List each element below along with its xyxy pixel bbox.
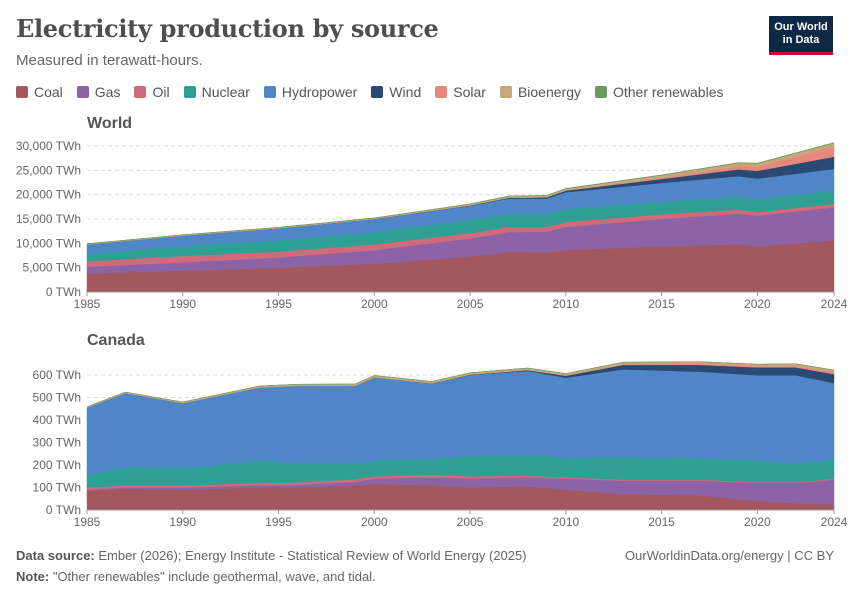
x-tick-label: 2020 bbox=[744, 297, 771, 311]
x-tick-label: 2024 bbox=[821, 515, 848, 529]
x-tick-label: 2005 bbox=[457, 515, 484, 529]
panel-world: World 0 TWh 5,000 TWh 10,000 TWh 15,000 TWh 2… bbox=[16, 115, 848, 311]
legend-swatch bbox=[134, 86, 147, 98]
x-tick-label: 2000 bbox=[361, 515, 388, 529]
y-tick-label: 25,000 TWh bbox=[16, 163, 81, 177]
data-source: Data source: Ember (2026); Energy Instit… bbox=[16, 548, 527, 563]
x-tick-label: 1985 bbox=[74, 515, 101, 529]
credit-link[interactable]: OurWorldinData.org/energy | CC BY bbox=[624, 548, 834, 563]
legend-item-nuclear[interactable]: Nuclear bbox=[183, 84, 250, 100]
legend-swatch bbox=[16, 86, 28, 98]
legend-label: Coal bbox=[34, 84, 63, 100]
legend-label: Gas bbox=[94, 84, 121, 100]
panel-title: Canada bbox=[87, 332, 145, 349]
x-tick-label: 2010 bbox=[552, 297, 579, 311]
y-tick-label: 600 TWh bbox=[33, 368, 81, 382]
legend-label: Nuclear bbox=[201, 84, 250, 100]
owid-logo[interactable]: Our World in Data bbox=[769, 16, 833, 55]
legend-label: Solar bbox=[453, 84, 486, 100]
y-tick-label: 5,000 TWh bbox=[23, 261, 81, 275]
legend-item-coal[interactable]: Coal bbox=[16, 84, 63, 100]
chart-subtitle: Measured in terawatt-hours. bbox=[16, 52, 203, 69]
x-tick-label: 1990 bbox=[169, 297, 196, 311]
legend: Coal Gas Oil Nuclear Hydropower Wind Sol… bbox=[16, 84, 738, 100]
y-tick-label: 200 TWh bbox=[33, 458, 81, 472]
legend-item-other-renewables[interactable]: Other renewables bbox=[594, 84, 724, 100]
y-tick-label: 100 TWh bbox=[33, 481, 81, 495]
legend-label: Oil bbox=[152, 84, 170, 100]
x-tick-label: 1990 bbox=[169, 515, 196, 529]
area-other-renewables bbox=[86, 361, 835, 408]
legend-swatch bbox=[183, 86, 196, 98]
x-tick-label: 1995 bbox=[265, 515, 292, 529]
legend-swatch bbox=[435, 86, 448, 98]
x-tick-label: 2024 bbox=[821, 297, 848, 311]
logo-line-1: Our World bbox=[774, 21, 828, 33]
legend-item-bioenergy[interactable]: Bioenergy bbox=[499, 84, 581, 100]
chart-title: Electricity production by source bbox=[16, 14, 439, 43]
x-tick-label: 1985 bbox=[74, 297, 101, 311]
x-tick-label: 2015 bbox=[648, 297, 675, 311]
y-tick-label: 10,000 TWh bbox=[16, 236, 81, 250]
legend-item-oil[interactable]: Oil bbox=[134, 84, 170, 100]
x-tick-label: 2020 bbox=[744, 515, 771, 529]
x-tick-label: 2015 bbox=[648, 515, 675, 529]
y-tick-label: 0 TWh bbox=[46, 285, 81, 299]
legend-label: Wind bbox=[389, 84, 422, 100]
panel-canada: Canada 0 TWh 100 TWh 200 TWh 300 TWh 400 TWh 5… bbox=[33, 332, 848, 529]
note-text: "Other renewables" include geothermal, w… bbox=[49, 569, 376, 584]
legend-label: Bioenergy bbox=[517, 84, 581, 100]
legend-label: Hydropower bbox=[281, 84, 358, 100]
legend-swatch bbox=[263, 86, 276, 98]
legend-swatch bbox=[594, 86, 607, 98]
panel-title: World bbox=[87, 115, 132, 132]
legend-swatch bbox=[76, 86, 89, 98]
x-tick-label: 1995 bbox=[265, 297, 292, 311]
y-tick-label: 30,000 TWh bbox=[16, 139, 81, 153]
y-tick-label: 20,000 TWh bbox=[16, 188, 81, 202]
x-tick-label: 2000 bbox=[361, 297, 388, 311]
y-tick-label: 15,000 TWh bbox=[16, 212, 81, 226]
y-tick-label: 0 TWh bbox=[46, 503, 81, 517]
chart-note: Note: "Other renewables" include geother… bbox=[16, 569, 376, 584]
logo-line-2: in Data bbox=[782, 34, 820, 46]
y-tick-label: 300 TWh bbox=[33, 436, 81, 450]
note-label: Note: bbox=[16, 569, 50, 584]
charts-canvas: World 0 TWh 5,000 TWh 10,000 TWh 15,000 TWh 2… bbox=[16, 115, 848, 529]
legend-swatch bbox=[371, 86, 384, 98]
data-source-label: Data source: bbox=[16, 548, 95, 563]
legend-item-gas[interactable]: Gas bbox=[76, 84, 121, 100]
data-source-text: Ember (2026); Energy Institute - Statist… bbox=[94, 548, 527, 563]
legend-item-wind[interactable]: Wind bbox=[371, 84, 421, 100]
x-tick-label: 2010 bbox=[552, 515, 579, 529]
y-tick-label: 500 TWh bbox=[33, 391, 81, 405]
legend-item-solar[interactable]: Solar bbox=[435, 84, 486, 100]
x-tick-label: 2005 bbox=[457, 297, 484, 311]
area-other-renewables bbox=[86, 142, 835, 245]
legend-swatch bbox=[499, 86, 512, 98]
y-tick-label: 400 TWh bbox=[33, 413, 81, 427]
legend-label: Other renewables bbox=[612, 84, 724, 100]
legend-item-hydropower[interactable]: Hydropower bbox=[263, 84, 358, 100]
